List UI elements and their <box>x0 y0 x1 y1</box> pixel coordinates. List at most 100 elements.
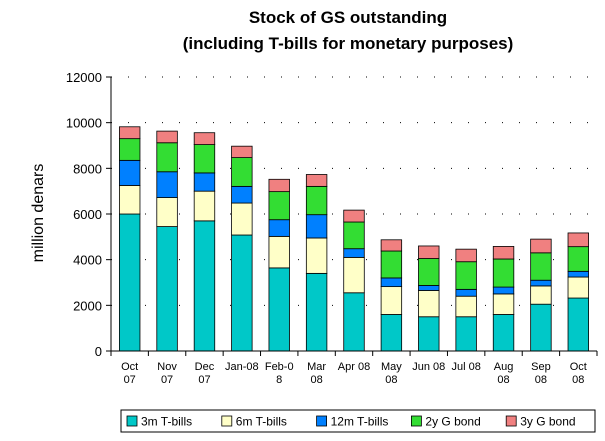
x-tick-label: Jul 08 <box>451 361 480 373</box>
x-tick-label: Nov <box>157 361 177 373</box>
bar-segment <box>305 272 328 352</box>
bar-segment <box>418 258 440 286</box>
y-tick-label: 6000 <box>73 207 102 222</box>
bar-segment <box>119 213 141 352</box>
x-tick-label: Jun 08 <box>412 361 445 373</box>
bar-segment <box>119 138 141 161</box>
x-tick-label: Oct <box>121 361 138 373</box>
x-tick-label: Dec <box>195 361 215 373</box>
bar-segment <box>156 197 178 227</box>
bar-segment <box>305 214 328 239</box>
legend-label: 12m T-bills <box>331 415 389 429</box>
legend-label: 6m T-bills <box>236 415 287 429</box>
bar-segment <box>418 285 440 291</box>
bar-segment <box>305 185 328 216</box>
bar-segment <box>530 279 552 287</box>
bar-segment <box>567 232 589 248</box>
bars <box>119 126 589 352</box>
x-tick-label: 08 <box>310 374 322 386</box>
bar-segment <box>268 178 290 193</box>
bar-segment <box>567 270 589 278</box>
bar-segment <box>343 209 365 223</box>
bar-segment <box>193 172 216 192</box>
bar-segment <box>492 246 515 260</box>
bar-segment <box>567 246 589 272</box>
bar-segment <box>156 171 178 198</box>
bar-segment <box>455 248 477 263</box>
bar-segment <box>231 202 253 236</box>
y-tick-label: 0 <box>95 344 102 359</box>
bar-segment <box>119 126 141 140</box>
chart-subtitle: (including T-bills for monetary purposes… <box>183 34 514 53</box>
bar-segment <box>231 234 253 352</box>
legend-label: 3m T-bills <box>141 415 192 429</box>
bar-segment <box>380 286 403 315</box>
y-tick-label: 12000 <box>66 70 102 85</box>
bar-segment <box>231 185 253 204</box>
bar-segment <box>418 245 440 259</box>
x-tick-label: Mar <box>307 361 326 373</box>
x-tick-label: 08 <box>385 374 397 386</box>
x-tick-label: 07 <box>198 374 210 386</box>
bar-segment <box>455 261 477 290</box>
bar-segment <box>567 297 589 352</box>
y-tick-label: 2000 <box>73 298 102 313</box>
bar-segment <box>268 267 290 352</box>
bar-segment <box>567 276 589 299</box>
chart-title: Stock of GS outstanding <box>249 8 447 27</box>
bar-segment <box>530 303 552 352</box>
legend-box <box>120 409 596 433</box>
bar-segment <box>343 256 365 294</box>
bar-segment <box>492 286 515 295</box>
bar-segment <box>418 316 440 352</box>
bar-segment <box>156 130 178 144</box>
bar-segment <box>530 285 552 305</box>
bar-segment <box>380 250 403 279</box>
bar-segment <box>380 239 403 252</box>
bar-segment <box>305 174 328 187</box>
bar-segment <box>530 252 552 281</box>
bar-segment <box>343 292 365 352</box>
x-tick-label: 8 <box>276 374 282 386</box>
bar-segment <box>268 235 290 269</box>
bar-segment <box>455 316 477 352</box>
x-tick-label: 08 <box>497 374 509 386</box>
legend-swatch <box>505 415 517 427</box>
legend-label: 3y G bond <box>520 415 575 429</box>
bar-segment <box>530 238 552 254</box>
bar-segment <box>305 237 328 274</box>
bar-segment <box>268 191 290 221</box>
bar-segment <box>492 258 515 288</box>
bar-segment <box>231 145 253 159</box>
x-tick-label: Aug <box>494 361 514 373</box>
y-tick-label: 4000 <box>73 253 102 268</box>
bar-segment <box>492 293 515 315</box>
bar-segment <box>193 190 216 222</box>
y-tick-label: 10000 <box>66 116 102 131</box>
legend-swatch <box>410 415 422 427</box>
bar-segment <box>380 277 403 288</box>
bar-segment <box>193 144 216 174</box>
x-tick-label: Sep <box>531 361 551 373</box>
x-tick-label: 08 <box>535 374 547 386</box>
bar-segment <box>156 226 178 352</box>
x-tick-label: Apr 08 <box>338 361 370 373</box>
bar-segment <box>455 295 477 318</box>
legend-swatch <box>316 415 328 427</box>
bar-segment <box>119 159 141 186</box>
legend-swatch <box>221 415 233 427</box>
x-tick-label: Oct <box>570 361 587 373</box>
x-tick-label: 08 <box>572 374 584 386</box>
bar-segment <box>343 221 365 250</box>
bar-segment <box>343 248 365 258</box>
x-tick-label: Feb-0 <box>265 361 294 373</box>
legend-label: 2y G bond <box>425 415 480 429</box>
bar-segment <box>231 157 253 187</box>
bar-segment <box>418 290 440 318</box>
bar-segment <box>492 314 515 352</box>
y-axis-label: million denars <box>30 164 47 263</box>
y-ticks: 0 2000 4000 6000 8000 10000 12000 <box>66 70 111 359</box>
legend: 3m T-bills 6m T-bills 12m T-bills 2y G bond… <box>120 409 596 433</box>
